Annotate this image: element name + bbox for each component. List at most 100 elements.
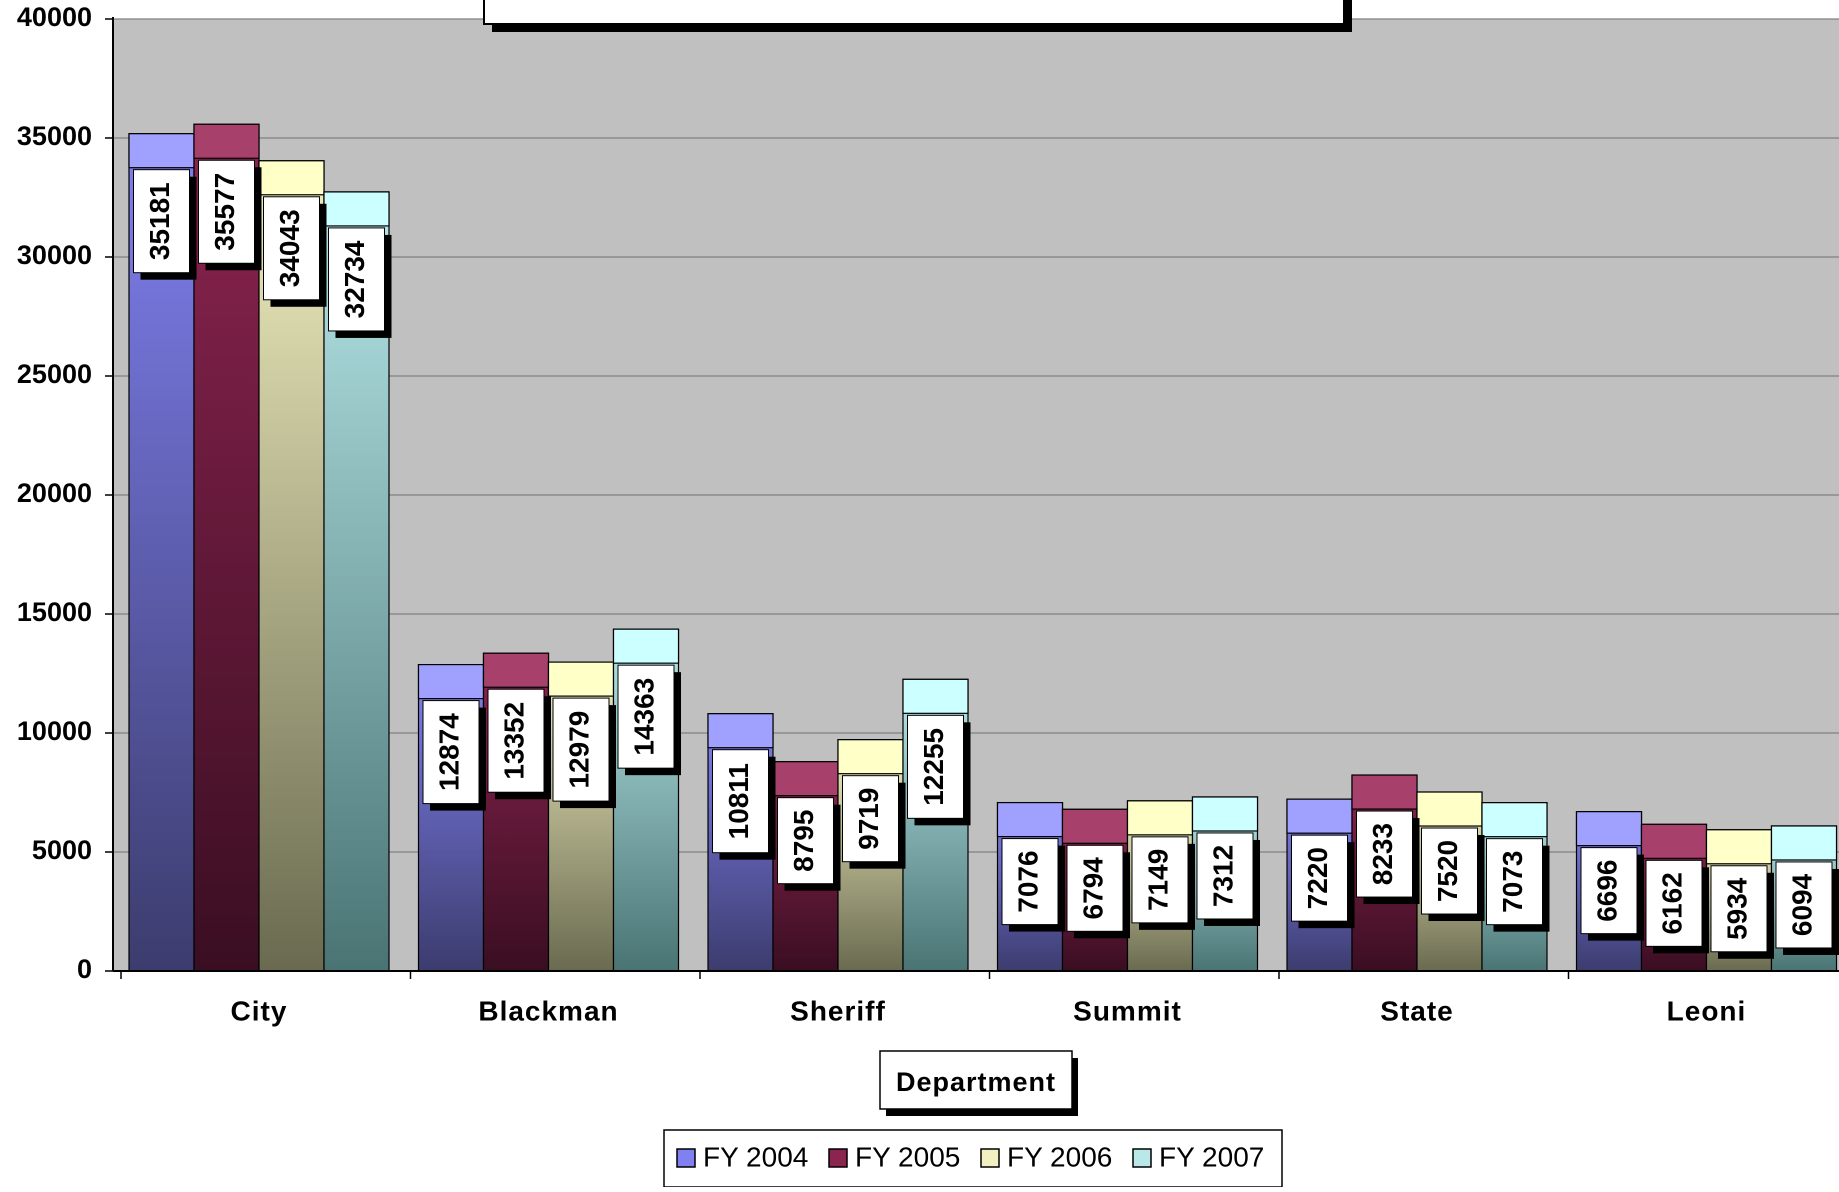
y-tick-label: 15000 bbox=[17, 597, 92, 627]
data-label-text: 8795 bbox=[788, 810, 819, 872]
data-label: 6162 bbox=[1646, 860, 1709, 953]
data-label-text: 7312 bbox=[1207, 845, 1238, 907]
data-label: 7220 bbox=[1292, 835, 1355, 928]
data-label-text: 7073 bbox=[1497, 851, 1528, 913]
bar-cap bbox=[614, 629, 679, 663]
legend-swatch bbox=[1133, 1149, 1151, 1167]
bar-cap bbox=[1707, 830, 1772, 864]
bar-cap bbox=[259, 161, 324, 195]
data-label: 8233 bbox=[1357, 811, 1420, 904]
bar-cap bbox=[129, 134, 194, 168]
x-tick-labels: City Blackman Sheriff Summit State Leoni bbox=[231, 995, 1747, 1026]
data-label-text: 7149 bbox=[1142, 849, 1173, 911]
data-label-text: 35181 bbox=[144, 182, 175, 260]
x-tick-label: Sheriff bbox=[790, 995, 886, 1026]
bar-cap bbox=[1577, 812, 1642, 846]
data-label-text: 12979 bbox=[563, 711, 594, 789]
data-label: 9719 bbox=[843, 776, 906, 869]
bar-cap bbox=[419, 665, 484, 699]
data-label-text: 6162 bbox=[1656, 872, 1687, 934]
bar-cap bbox=[1642, 824, 1707, 858]
data-label-text: 32734 bbox=[339, 240, 370, 318]
data-label: 35577 bbox=[199, 160, 262, 270]
data-label-text: 6696 bbox=[1591, 859, 1622, 921]
y-tick-label: 5000 bbox=[32, 835, 92, 865]
data-label: 7520 bbox=[1422, 828, 1485, 921]
data-label: 8795 bbox=[778, 798, 841, 891]
data-label: 6794 bbox=[1067, 845, 1130, 938]
title-box bbox=[484, 0, 1344, 24]
x-tick-label: Blackman bbox=[478, 995, 618, 1026]
legend-swatch bbox=[677, 1149, 695, 1167]
bar-cap bbox=[998, 803, 1063, 837]
bar-cap bbox=[1772, 826, 1837, 860]
data-label-text: 34043 bbox=[274, 209, 305, 287]
data-label-text: 12255 bbox=[918, 728, 949, 806]
bar-cap bbox=[773, 762, 838, 796]
y-tick-label: 30000 bbox=[17, 240, 92, 270]
data-label: 12979 bbox=[553, 698, 616, 808]
legend-label: FY 2007 bbox=[1159, 1141, 1264, 1172]
data-label: 7149 bbox=[1132, 837, 1195, 930]
data-label: 35181 bbox=[134, 170, 197, 280]
y-tick-label: 35000 bbox=[17, 121, 92, 151]
y-tick-label: 0 bbox=[77, 954, 92, 984]
x-axis-title-text: Department bbox=[896, 1067, 1056, 1097]
x-tick-label: State bbox=[1380, 995, 1453, 1026]
y-tick-label: 40000 bbox=[17, 2, 92, 32]
bar-cap bbox=[1063, 809, 1128, 843]
data-label-text: 35577 bbox=[209, 173, 240, 251]
y-tick-label: 25000 bbox=[17, 359, 92, 389]
data-label-text: 6094 bbox=[1786, 873, 1817, 936]
data-label: 6094 bbox=[1776, 862, 1839, 955]
bar-cap bbox=[1417, 792, 1482, 826]
data-label-text: 13352 bbox=[498, 702, 529, 780]
y-tick-label: 20000 bbox=[17, 478, 92, 508]
data-label: 5934 bbox=[1711, 866, 1774, 959]
legend-swatch bbox=[829, 1149, 847, 1167]
bar-cap bbox=[1287, 799, 1352, 833]
data-label-text: 9719 bbox=[853, 788, 884, 850]
data-label-text: 7076 bbox=[1012, 850, 1043, 912]
data-label: 12255 bbox=[908, 715, 971, 825]
bar-cap bbox=[1193, 797, 1258, 831]
y-tick-labels: 0 5000 10000 15000 20000 25000 30000 35000 40000 bbox=[17, 2, 92, 984]
data-label-text: 7520 bbox=[1432, 840, 1463, 902]
y-tick-label: 10000 bbox=[17, 716, 92, 746]
x-tick-label: Summit bbox=[1073, 995, 1182, 1026]
legend-label: FY 2005 bbox=[855, 1141, 960, 1172]
bar-cap bbox=[708, 714, 773, 748]
data-label: 7076 bbox=[1002, 839, 1065, 932]
data-label-text: 5934 bbox=[1721, 877, 1752, 940]
data-label-text: 6794 bbox=[1077, 857, 1108, 920]
legend-swatch bbox=[981, 1149, 999, 1167]
data-label: 14363 bbox=[618, 665, 681, 775]
bar-cap bbox=[324, 192, 389, 226]
data-label: 32734 bbox=[329, 228, 392, 338]
legend-label: FY 2004 bbox=[703, 1141, 808, 1172]
legend: FY 2004 FY 2005 FY 2006 FY 2007 bbox=[664, 1130, 1282, 1187]
bar-cap bbox=[194, 124, 259, 158]
data-label: 7312 bbox=[1197, 833, 1260, 926]
x-tick-label: City bbox=[231, 995, 288, 1026]
bar-cap bbox=[838, 740, 903, 774]
legend-label: FY 2006 bbox=[1007, 1141, 1112, 1172]
bar-cap bbox=[1128, 801, 1193, 835]
data-label: 12874 bbox=[423, 701, 486, 811]
bar-cap bbox=[549, 662, 614, 696]
data-label: 34043 bbox=[264, 197, 327, 307]
data-label: 6696 bbox=[1581, 848, 1644, 941]
bar-cap bbox=[903, 679, 968, 713]
data-label: 10811 bbox=[713, 750, 776, 860]
bar-cap bbox=[1352, 775, 1417, 809]
data-label: 13352 bbox=[488, 689, 551, 799]
x-axis-title: Department bbox=[880, 1051, 1078, 1116]
data-label-text: 8233 bbox=[1367, 823, 1398, 885]
data-label-text: 12874 bbox=[433, 713, 464, 791]
bar-cap bbox=[484, 653, 549, 687]
data-label-text: 7220 bbox=[1302, 847, 1333, 909]
x-tick-label: Leoni bbox=[1667, 995, 1747, 1026]
data-label: 7073 bbox=[1487, 839, 1550, 932]
